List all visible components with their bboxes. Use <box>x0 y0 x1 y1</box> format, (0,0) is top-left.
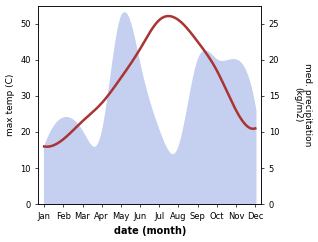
X-axis label: date (month): date (month) <box>114 227 186 236</box>
Y-axis label: med. precipitation
(kg/m2): med. precipitation (kg/m2) <box>293 63 313 147</box>
Y-axis label: max temp (C): max temp (C) <box>5 74 15 136</box>
